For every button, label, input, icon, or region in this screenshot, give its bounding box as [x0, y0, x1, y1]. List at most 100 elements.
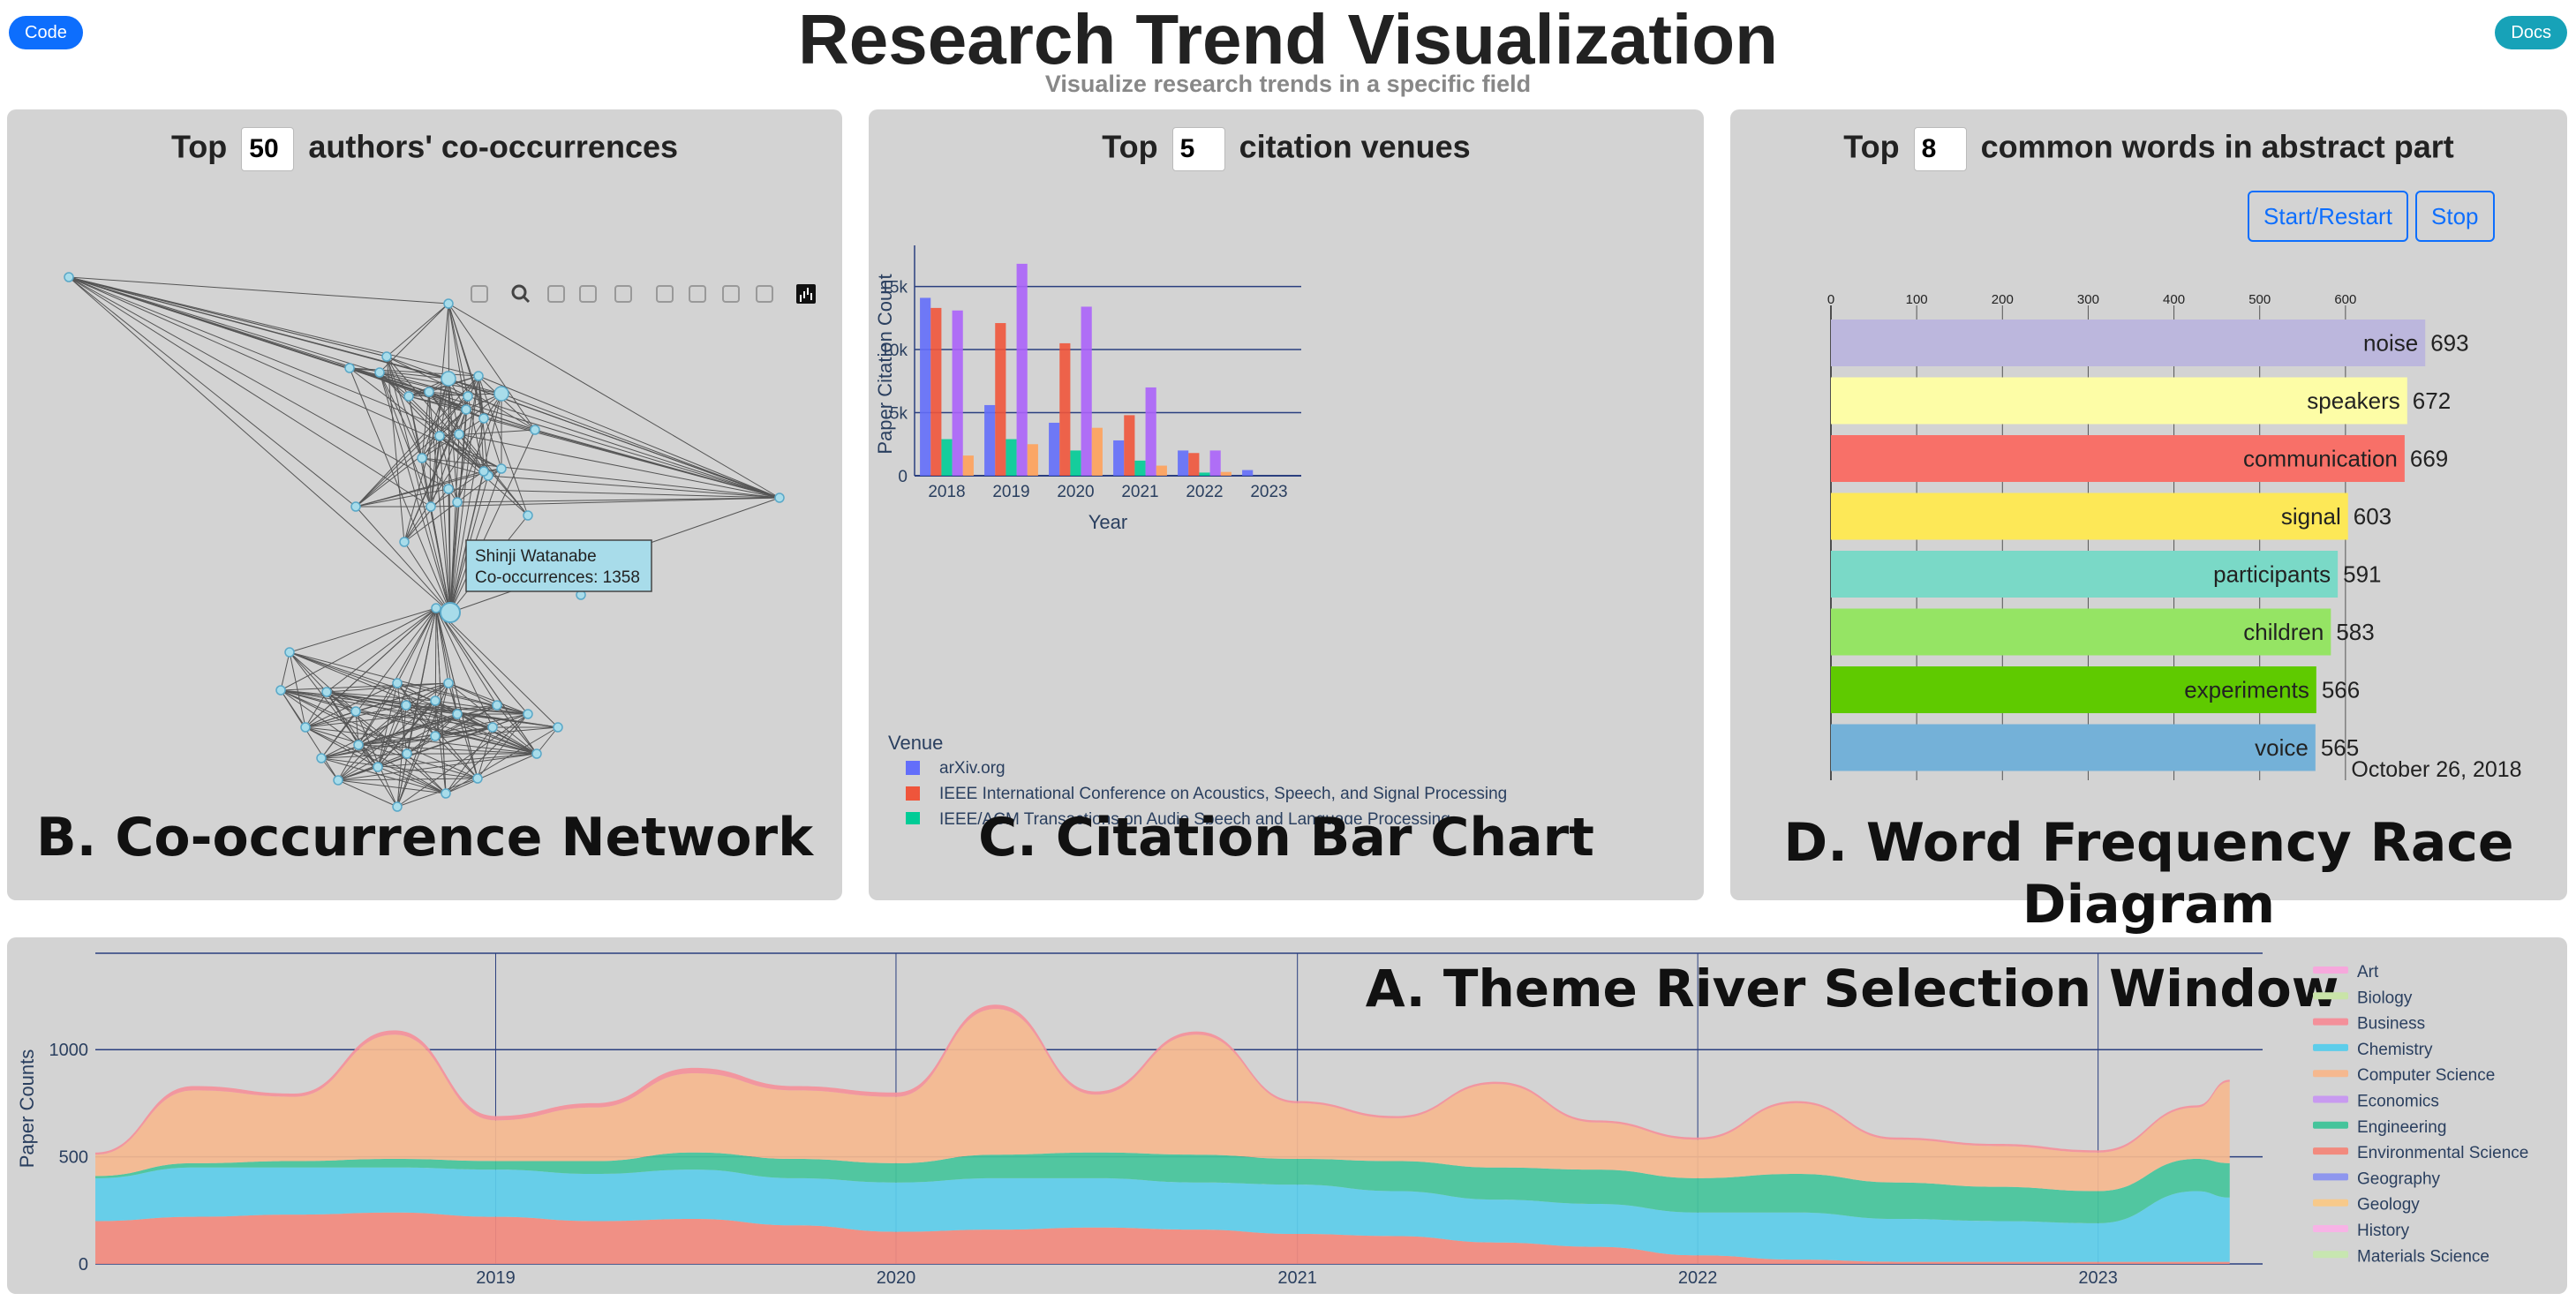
network-node[interactable] — [417, 453, 427, 463]
bar[interactable] — [1220, 471, 1232, 476]
network-node[interactable] — [454, 429, 464, 440]
network-node[interactable] — [478, 466, 489, 477]
bar[interactable] — [1027, 444, 1038, 476]
network-node[interactable] — [441, 788, 451, 799]
network-node[interactable] — [463, 391, 473, 402]
bar[interactable] — [1178, 450, 1189, 476]
network-node[interactable] — [553, 722, 563, 733]
reset-axes-icon[interactable] — [756, 285, 773, 303]
network-node[interactable] — [401, 700, 411, 711]
network-node[interactable] — [434, 431, 445, 441]
network-node[interactable] — [374, 367, 385, 378]
network-node[interactable] — [344, 363, 355, 373]
bar[interactable] — [930, 307, 942, 476]
network-node[interactable] — [399, 537, 410, 547]
docs-button[interactable]: Docs — [2495, 16, 2567, 49]
bar[interactable] — [1199, 472, 1210, 476]
network-node[interactable] — [430, 731, 441, 741]
network-node[interactable] — [373, 762, 383, 772]
bar[interactable] — [962, 455, 974, 476]
legend-entry[interactable]: IEEE International Conference on Acousti… — [939, 785, 1507, 803]
river-legend-entry[interactable]: History — [2357, 1222, 2410, 1240]
legend-entry[interactable]: arXiv.org — [939, 759, 1006, 778]
river-legend-entry[interactable]: Chemistry — [2357, 1041, 2433, 1059]
network-node[interactable] — [316, 753, 327, 763]
river-legend-entry[interactable]: Geology — [2357, 1196, 2420, 1215]
zoom-out-icon[interactable] — [689, 285, 706, 303]
network-node[interactable] — [493, 386, 509, 402]
citation-top-n-input[interactable] — [1171, 127, 1225, 171]
autoscale-icon[interactable] — [722, 285, 740, 303]
network-node[interactable] — [333, 775, 343, 786]
legend-entry[interactable]: IEEE/ACM Transactions on Audio Speech an… — [939, 810, 1450, 824]
river-legend-entry[interactable]: Business — [2357, 1015, 2425, 1034]
network-node[interactable] — [403, 391, 414, 402]
network-node[interactable] — [284, 647, 295, 658]
bar[interactable] — [1188, 453, 1200, 476]
network-node[interactable] — [774, 493, 785, 503]
zoom-icon[interactable] — [511, 284, 531, 304]
network-node[interactable] — [492, 700, 502, 711]
plotly-logo-icon[interactable] — [796, 284, 816, 304]
bar[interactable] — [941, 439, 953, 476]
river-stream[interactable] — [95, 1212, 2230, 1264]
venue-legend[interactable]: arXiv.org IEEE International Conference o… — [906, 759, 1507, 824]
network-node[interactable] — [443, 484, 454, 494]
network-node[interactable] — [452, 709, 463, 719]
bar[interactable] — [1081, 306, 1092, 476]
pan-icon[interactable] — [547, 285, 565, 303]
network-node[interactable] — [424, 387, 434, 397]
citation-bar-chart[interactable]: 0 5k 10k 15k 2018 2019 2020 2021 2022 2023 Year P… — [869, 224, 1704, 824]
network-node[interactable] — [531, 748, 542, 759]
network-node[interactable] — [523, 510, 533, 521]
network-node[interactable] — [530, 425, 540, 435]
river-legend-entry[interactable]: Economics — [2357, 1093, 2439, 1111]
bar[interactable] — [995, 323, 1006, 476]
river-stream[interactable] — [95, 1009, 2230, 1192]
bar[interactable] — [1006, 439, 1017, 476]
word-top-n-input[interactable] — [1913, 127, 1967, 171]
stop-button[interactable]: Stop — [2415, 191, 2495, 242]
bar[interactable] — [1145, 387, 1156, 476]
network-node[interactable] — [487, 722, 498, 733]
network-node[interactable] — [430, 696, 441, 706]
network-top-n-input[interactable] — [241, 127, 295, 171]
bar[interactable] — [1113, 440, 1125, 476]
network-node[interactable] — [443, 298, 454, 309]
code-button[interactable]: Code — [9, 16, 83, 49]
start-restart-button[interactable]: Start/Restart — [2248, 191, 2408, 242]
network-node[interactable] — [441, 371, 456, 387]
network-node[interactable] — [426, 501, 436, 512]
river-stream[interactable] — [95, 1167, 2230, 1262]
bar[interactable] — [952, 310, 963, 476]
network-node[interactable] — [353, 740, 364, 750]
network-node[interactable] — [431, 603, 441, 613]
bar[interactable] — [1059, 342, 1071, 476]
river-legend-entry[interactable]: Materials Science — [2357, 1247, 2489, 1266]
network-node[interactable] — [321, 687, 332, 697]
bar[interactable] — [1049, 422, 1060, 476]
bar[interactable] — [984, 404, 996, 476]
network-node[interactable] — [402, 748, 412, 759]
bar[interactable] — [920, 297, 931, 476]
network-node[interactable] — [350, 501, 361, 512]
bar[interactable] — [1070, 450, 1081, 476]
river-stream[interactable] — [95, 1152, 2230, 1223]
network-node[interactable] — [478, 413, 489, 424]
zoom-in-icon[interactable] — [656, 285, 674, 303]
network-node-hub[interactable] — [440, 602, 461, 623]
network-node[interactable] — [300, 722, 311, 733]
camera-icon[interactable] — [471, 285, 488, 303]
network-node[interactable] — [472, 773, 483, 784]
river-legend-entry[interactable]: Geography — [2357, 1169, 2441, 1188]
network-graph[interactable]: Shinji Watanabe Co-occurrences: 1358 — [7, 171, 842, 842]
network-node[interactable] — [392, 678, 403, 688]
river-legend-entry[interactable]: Biology — [2357, 989, 2413, 1007]
bar[interactable] — [1242, 470, 1254, 476]
network-node[interactable] — [461, 404, 471, 415]
river-legend-entry[interactable]: Environmental Science — [2357, 1144, 2528, 1162]
network-node[interactable] — [64, 272, 74, 282]
network-node[interactable] — [392, 801, 403, 812]
lasso-icon[interactable] — [614, 285, 632, 303]
bar[interactable] — [1124, 415, 1135, 476]
